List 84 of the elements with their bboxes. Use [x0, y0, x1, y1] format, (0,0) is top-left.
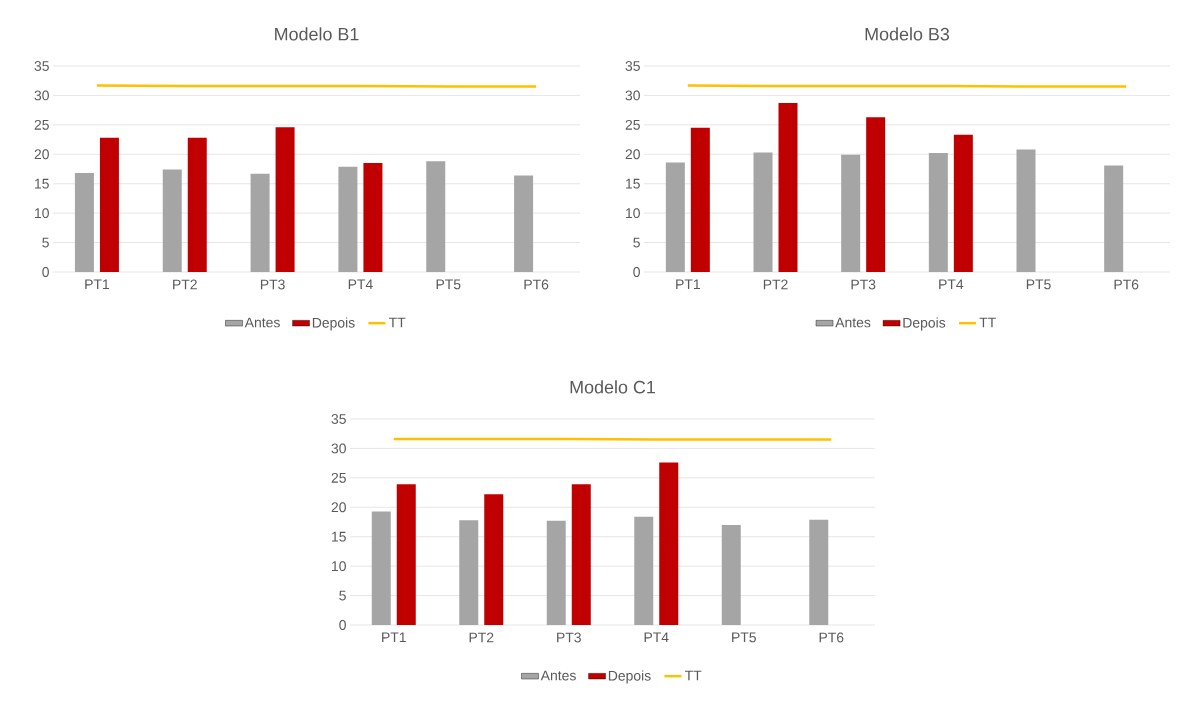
bar	[338, 166, 358, 272]
bar	[162, 169, 182, 272]
bar	[74, 173, 94, 272]
bar	[953, 134, 973, 272]
bar	[426, 161, 446, 272]
y-tick-label: 10	[626, 208, 640, 219]
bar	[659, 462, 679, 625]
bar	[665, 162, 685, 272]
bar	[778, 103, 798, 272]
chart-title: Modelo B1	[275, 27, 359, 41]
x-tick-label: PT3	[851, 279, 876, 290]
x-tick-label: PT5	[436, 279, 461, 290]
x-tick-label: PT6	[1114, 279, 1139, 290]
x-tick-label: PT3	[557, 632, 581, 643]
bar	[809, 519, 829, 625]
x-tick-label: PT1	[676, 279, 700, 290]
y-tick-label: 35	[625, 61, 640, 71]
bar	[363, 163, 383, 272]
bar	[250, 173, 270, 272]
bar	[514, 175, 534, 272]
bar	[187, 137, 207, 272]
bar	[928, 153, 948, 272]
bar	[841, 154, 861, 272]
bar	[634, 516, 654, 625]
bar	[371, 511, 391, 625]
y-tick-label: 20	[625, 149, 640, 160]
y-tick-label: 0	[339, 620, 346, 630]
y-tick-label: 25	[34, 119, 49, 130]
bar	[546, 520, 566, 625]
x-tick-label: PT6	[524, 279, 549, 290]
y-tick-label: 15	[35, 178, 49, 189]
bar	[571, 484, 591, 625]
y-tick-label: 10	[35, 208, 49, 219]
legend-label: Antes	[540, 670, 576, 681]
y-tick-label: 15	[332, 531, 346, 542]
x-tick-label: PT2	[763, 279, 788, 290]
bar	[690, 127, 710, 272]
x-tick-label: PT4	[348, 279, 373, 290]
y-tick-label: 20	[331, 502, 346, 513]
x-tick-label: PT5	[1026, 279, 1051, 290]
chart-title: Modelo B3	[865, 27, 950, 41]
legend-label: TT	[979, 317, 996, 328]
x-tick-label: PT2	[173, 279, 197, 290]
y-tick-label: 5	[42, 237, 49, 248]
legend-label: Depois	[312, 317, 355, 331]
y-tick-label: 20	[34, 149, 49, 160]
bar	[484, 494, 504, 625]
bar	[275, 127, 295, 272]
y-tick-label: 30	[331, 443, 346, 454]
y-tick-label: 10	[332, 561, 346, 572]
x-tick-label: PT1	[382, 632, 406, 643]
x-tick-label: PT4	[644, 632, 669, 643]
bar	[721, 524, 741, 625]
y-tick-label: 5	[339, 590, 346, 601]
bar	[1104, 165, 1124, 272]
y-tick-label: 25	[625, 119, 640, 130]
x-tick-label: PT3	[260, 279, 285, 290]
legend-label: Depois	[608, 670, 651, 684]
x-tick-label: PT6	[819, 632, 844, 643]
x-tick-label: PT5	[732, 632, 756, 643]
legend-label: Antes	[244, 317, 280, 328]
bar	[396, 484, 416, 625]
y-tick-label: 15	[626, 178, 640, 189]
y-tick-label: 35	[34, 61, 49, 71]
y-tick-label: 30	[34, 90, 49, 101]
y-tick-label: 0	[42, 267, 49, 277]
x-tick-label: PT4	[939, 279, 964, 290]
x-tick-label: PT1	[85, 279, 110, 290]
legend-label: TT	[388, 317, 406, 328]
bar	[866, 117, 886, 272]
bar	[459, 520, 479, 625]
y-tick-label: 0	[633, 267, 640, 277]
legend-label: TT	[684, 670, 702, 681]
legend-label: Depois	[903, 317, 946, 331]
y-tick-label: 25	[331, 472, 346, 483]
y-tick-label: 30	[625, 90, 640, 101]
y-tick-label: 5	[633, 237, 640, 248]
bar	[753, 152, 773, 272]
legend-label: Antes	[835, 317, 871, 328]
x-tick-label: PT2	[469, 632, 494, 643]
bar	[1016, 149, 1036, 272]
y-tick-label: 35	[331, 414, 346, 424]
chart-title: Modelo C1	[570, 380, 655, 394]
bar	[99, 137, 119, 272]
